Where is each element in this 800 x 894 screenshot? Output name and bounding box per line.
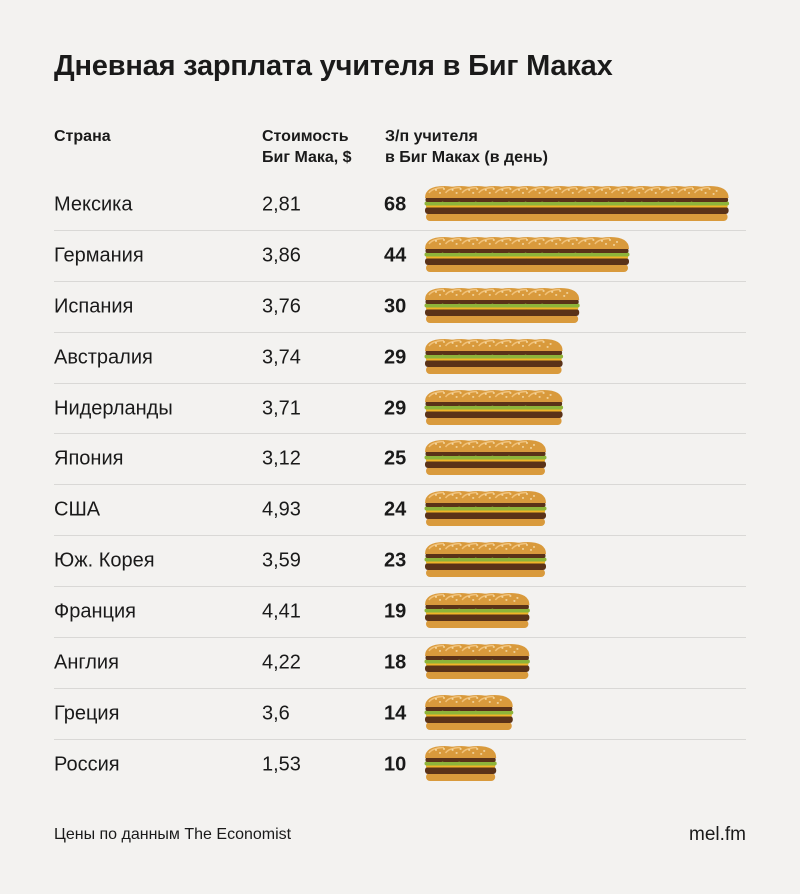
- table-row: Англия 4,22 18: [54, 638, 746, 689]
- header-wage-line1: З/п учителя: [385, 128, 478, 145]
- burger-bar: [424, 338, 564, 378]
- burger-bar-svg: [424, 694, 514, 730]
- wage-value-label: 29: [384, 346, 407, 369]
- wage-value-label: 44: [384, 244, 407, 267]
- price-cell: 3,6: [262, 702, 290, 725]
- table-row: Россия 1,53 10: [54, 740, 746, 791]
- burger-bar: [424, 490, 547, 530]
- price-cell: 4,41: [262, 600, 301, 623]
- price-cell: 3,86: [262, 244, 301, 267]
- wage-value-label: 10: [384, 753, 407, 776]
- burger-bar-svg: [424, 746, 497, 782]
- price-cell: 3,59: [262, 549, 301, 572]
- wage-value-label: 14: [384, 702, 407, 725]
- table-row: Германия 3,86 44: [54, 231, 746, 282]
- table-row: Мексика 2,81 68: [54, 180, 746, 231]
- price-cell: 3,76: [262, 295, 301, 318]
- burger-bar-svg: [424, 542, 547, 578]
- table-row: Нидерланды 3,71 29: [54, 384, 746, 435]
- burger-bar: [424, 389, 564, 429]
- burger-icon: [524, 389, 564, 425]
- burger-icon: [457, 746, 497, 782]
- wage-value-label: 29: [384, 397, 407, 419]
- burger-icon: [540, 287, 580, 323]
- header-price: Стоимость Биг Мака, $: [262, 126, 382, 168]
- price-cell: 2,81: [262, 193, 301, 216]
- burger-bar-svg: [424, 338, 564, 374]
- country-cell: Япония: [54, 447, 124, 470]
- price-cell: 3,12: [262, 447, 301, 470]
- burger-icon: [590, 236, 630, 272]
- burger-bar-svg: [424, 491, 547, 527]
- table-row: Франция 4,41 19: [54, 587, 746, 639]
- burger-bar: [424, 287, 580, 327]
- price-cell: 3,74: [262, 346, 301, 369]
- country-cell: Франция: [54, 600, 136, 623]
- burger-icon: [490, 593, 530, 629]
- price-cell: 1,53: [262, 753, 301, 776]
- country-cell: Мексика: [54, 193, 133, 216]
- header-country: Страна: [54, 128, 111, 145]
- burger-bar-svg: [424, 440, 547, 476]
- burger-bar: [424, 439, 547, 479]
- brand-logo-text: mel.fm: [689, 824, 746, 845]
- chart-title: Дневная зарплата учителя в Биг Маках: [54, 50, 613, 82]
- country-cell: Австралия: [54, 346, 153, 369]
- source-note: Цены по данным The Economist: [54, 826, 292, 843]
- data-table: Мексика 2,81 68 Германия 3,86 44 Испания 3,76 30…: [54, 180, 746, 791]
- country-cell: Юж. Корея: [54, 549, 155, 572]
- wage-value-label: 30: [384, 295, 407, 318]
- country-cell: США: [54, 498, 101, 521]
- country-cell: Греция: [54, 702, 120, 725]
- price-cell: 4,93: [262, 498, 301, 521]
- burger-icon: [507, 542, 547, 578]
- header-price-line1: Стоимость: [262, 128, 349, 145]
- burger-bar-svg: [424, 389, 564, 425]
- burger-icon: [474, 694, 514, 730]
- burger-bar-svg: [424, 593, 530, 629]
- burger-bar: [424, 236, 630, 276]
- table-row: Япония 3,12 25: [54, 434, 746, 486]
- burger-bar-svg: [424, 643, 530, 679]
- country-cell: Германия: [54, 244, 144, 267]
- wage-value-label: 68: [384, 193, 407, 216]
- burger-bar: [424, 541, 547, 581]
- country-cell: Россия: [54, 753, 120, 776]
- table-row: Испания 3,76 30: [54, 282, 746, 333]
- burger-icon: [507, 491, 547, 527]
- burger-bar-svg: [424, 185, 730, 221]
- price-cell: 3,71: [262, 397, 301, 419]
- burger-icon: [507, 440, 547, 476]
- table-row: США 4,93 24: [54, 485, 746, 537]
- wage-value-label: 25: [384, 447, 407, 470]
- wage-value-label: 19: [384, 600, 407, 623]
- burger-bar: [424, 185, 730, 225]
- table-row: Австралия 3,74 29: [54, 333, 746, 384]
- burger-bar-svg: [424, 236, 630, 272]
- burger-icon: [490, 643, 530, 679]
- burger-bar: [424, 694, 514, 734]
- wage-value-label: 24: [384, 498, 407, 521]
- burger-bar: [424, 643, 530, 683]
- burger-bar-svg: [424, 287, 580, 323]
- table-row: Греция 3,6 14: [54, 689, 746, 740]
- wage-value-label: 23: [384, 549, 407, 572]
- price-cell: 4,22: [262, 651, 301, 674]
- header-price-line2: Биг Мака, $: [262, 149, 352, 166]
- burger-icon: [690, 185, 730, 221]
- burger-bar: [424, 592, 530, 632]
- country-cell: Нидерланды: [54, 397, 173, 419]
- burger-icon: [524, 338, 564, 374]
- burger-bar: [424, 745, 497, 785]
- wage-value-label: 18: [384, 651, 407, 674]
- country-cell: Испания: [54, 295, 134, 318]
- country-cell: Англия: [54, 651, 119, 674]
- header-wage: З/п учителя в Биг Маках (в день): [385, 126, 605, 168]
- table-row: Юж. Корея 3,59 23: [54, 536, 746, 588]
- header-wage-line2: в Биг Маках (в день): [385, 149, 548, 166]
